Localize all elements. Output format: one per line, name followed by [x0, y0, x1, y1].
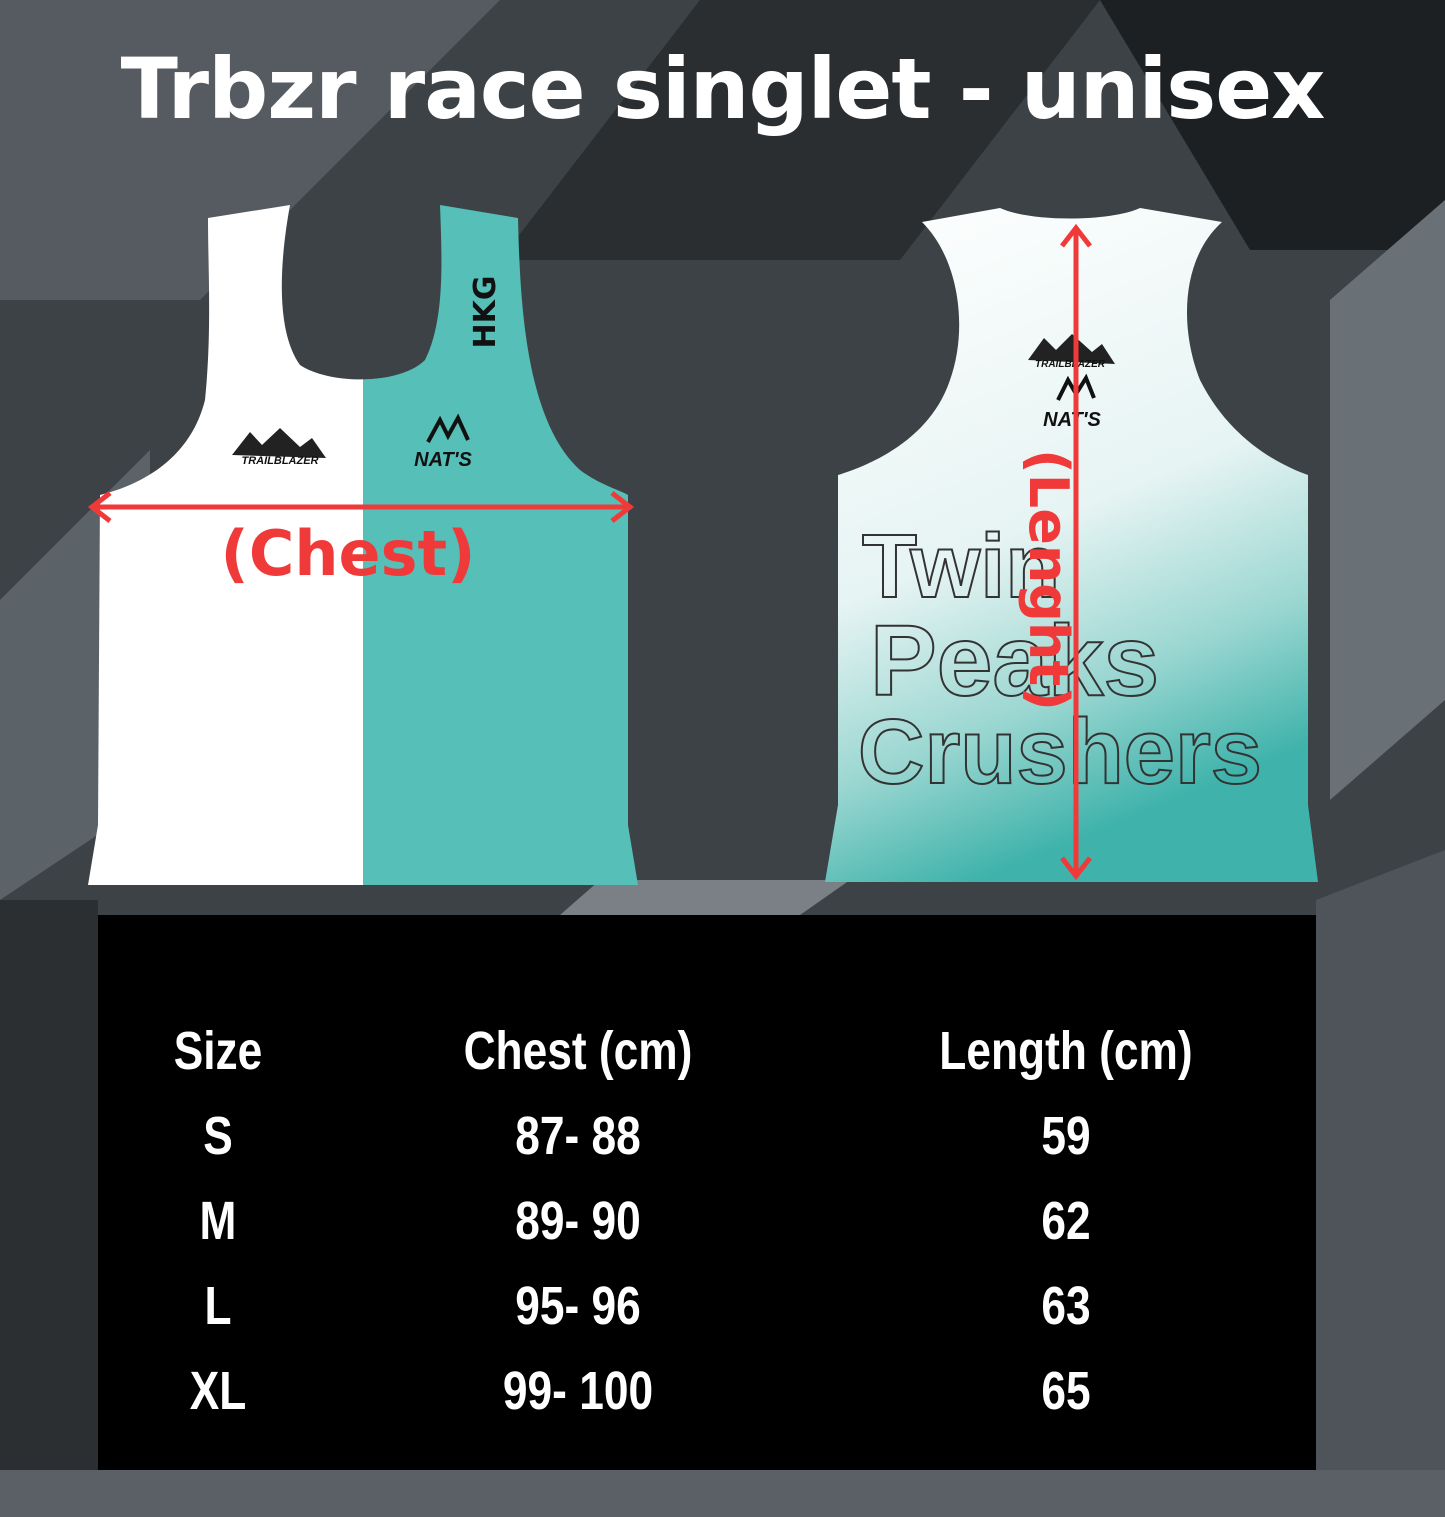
svg-text:Twin: Twin [862, 517, 1060, 617]
svg-text:NAT'S: NAT'S [414, 449, 472, 471]
svg-text:Crushers: Crushers [858, 701, 1262, 803]
header-size: Size [173, 1021, 263, 1081]
row-size: S [203, 1106, 233, 1166]
header-chest: Chest (cm) [463, 1021, 693, 1081]
back-singlet [825, 208, 1318, 882]
chest-measure-arrow [87, 491, 635, 523]
chest-label: (Chest) [221, 517, 476, 590]
row-chest: 99- 100 [502, 1361, 654, 1421]
row-length: 63 [1041, 1276, 1091, 1336]
svg-text:Peaks: Peaks [870, 605, 1159, 717]
header-length: Length (cm) [939, 1021, 1193, 1081]
nats-logo-front: NAT'S [414, 413, 473, 471]
svg-text:TRAILBLAZER: TRAILBLAZER [1035, 359, 1106, 370]
team-name-outline: Twin Peaks Crushers [857, 516, 1263, 804]
front-singlet [88, 205, 638, 885]
trailblazer-logo-back: TRAILBLAZER [1028, 334, 1115, 370]
page-title: Trbzr race singlet - unisex [120, 40, 1326, 138]
row-size: L [204, 1276, 232, 1336]
row-length: 62 [1041, 1191, 1091, 1251]
row-size: M [199, 1191, 237, 1251]
country-code: HKG [468, 276, 503, 349]
row-length: 65 [1041, 1361, 1091, 1421]
row-chest: 87- 88 [515, 1106, 641, 1166]
length-measure-arrow [1060, 223, 1092, 881]
row-size: XL [189, 1361, 247, 1421]
trailblazer-logo-front: TRAILBLAZER [232, 428, 326, 467]
length-label: (Lenght) [1017, 449, 1080, 711]
svg-text:NAT'S: NAT'S [1043, 409, 1101, 431]
row-chest: 95- 96 [515, 1276, 641, 1336]
row-chest: 89- 90 [515, 1191, 641, 1251]
size-table: Size Chest (cm) Length (cm) S 87- 88 59 … [98, 915, 1316, 1470]
row-length: 59 [1041, 1106, 1091, 1166]
svg-text:TRAILBLAZER: TRAILBLAZER [242, 455, 319, 467]
